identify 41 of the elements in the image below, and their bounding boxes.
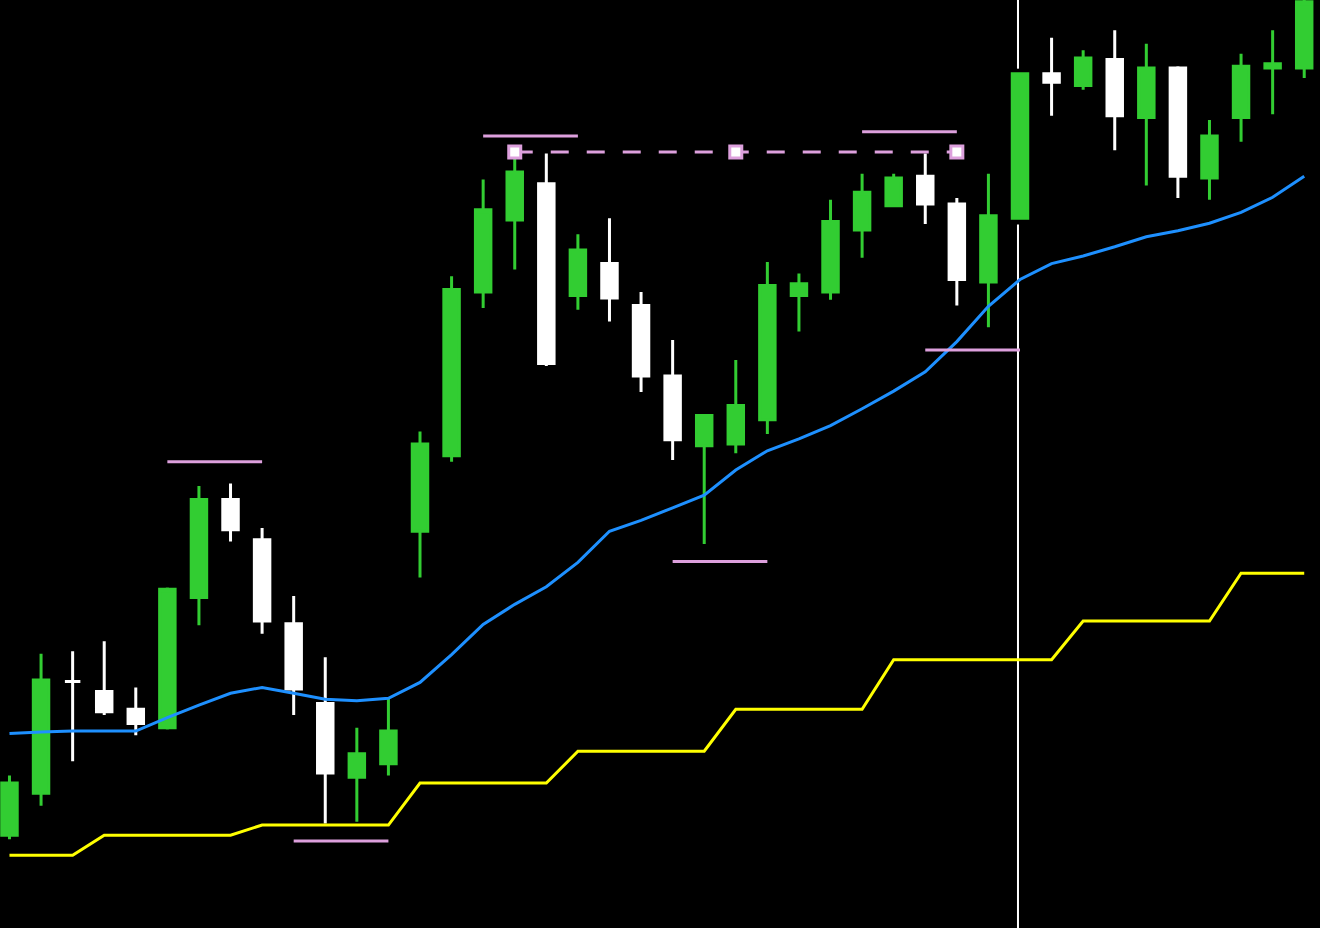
candlestick (379, 696, 398, 778)
candlestick (0, 774, 19, 841)
candlestick (600, 216, 619, 323)
candlestick (1231, 52, 1251, 144)
candlestick (1073, 48, 1093, 92)
candlestick (726, 358, 746, 455)
candlestick (1105, 28, 1124, 152)
candlestick (663, 338, 682, 462)
candlestick (410, 429, 430, 579)
candlestick (916, 152, 935, 226)
candlestick (31, 652, 51, 808)
candlestick (568, 232, 588, 312)
candlestick (631, 290, 651, 394)
candlestick (94, 639, 114, 717)
candlestick (126, 685, 146, 737)
candlestick (347, 726, 367, 824)
candlestick (947, 196, 967, 308)
candlestick (221, 481, 240, 543)
candlestick (284, 594, 303, 717)
candlestick (442, 274, 461, 464)
candlestick (1042, 36, 1061, 118)
candlestick (473, 178, 493, 310)
candlestick (821, 198, 840, 302)
candlestick (63, 649, 82, 763)
candlestick (1168, 64, 1188, 200)
candlestick (694, 413, 714, 546)
candlestick (852, 172, 872, 260)
candlestick (1137, 42, 1156, 187)
candlestick (1200, 118, 1219, 202)
candlestick (316, 655, 335, 825)
candlestick (789, 272, 809, 334)
candlestick (884, 172, 903, 208)
candlestick (979, 172, 998, 329)
candlestick (1294, 0, 1314, 80)
candlestick (189, 484, 209, 627)
candlestick (537, 152, 556, 368)
candlestick (1263, 28, 1282, 116)
candlestick (1010, 72, 1030, 220)
candlestick (252, 526, 272, 636)
candlestick (758, 260, 777, 436)
candlestick (158, 586, 177, 731)
